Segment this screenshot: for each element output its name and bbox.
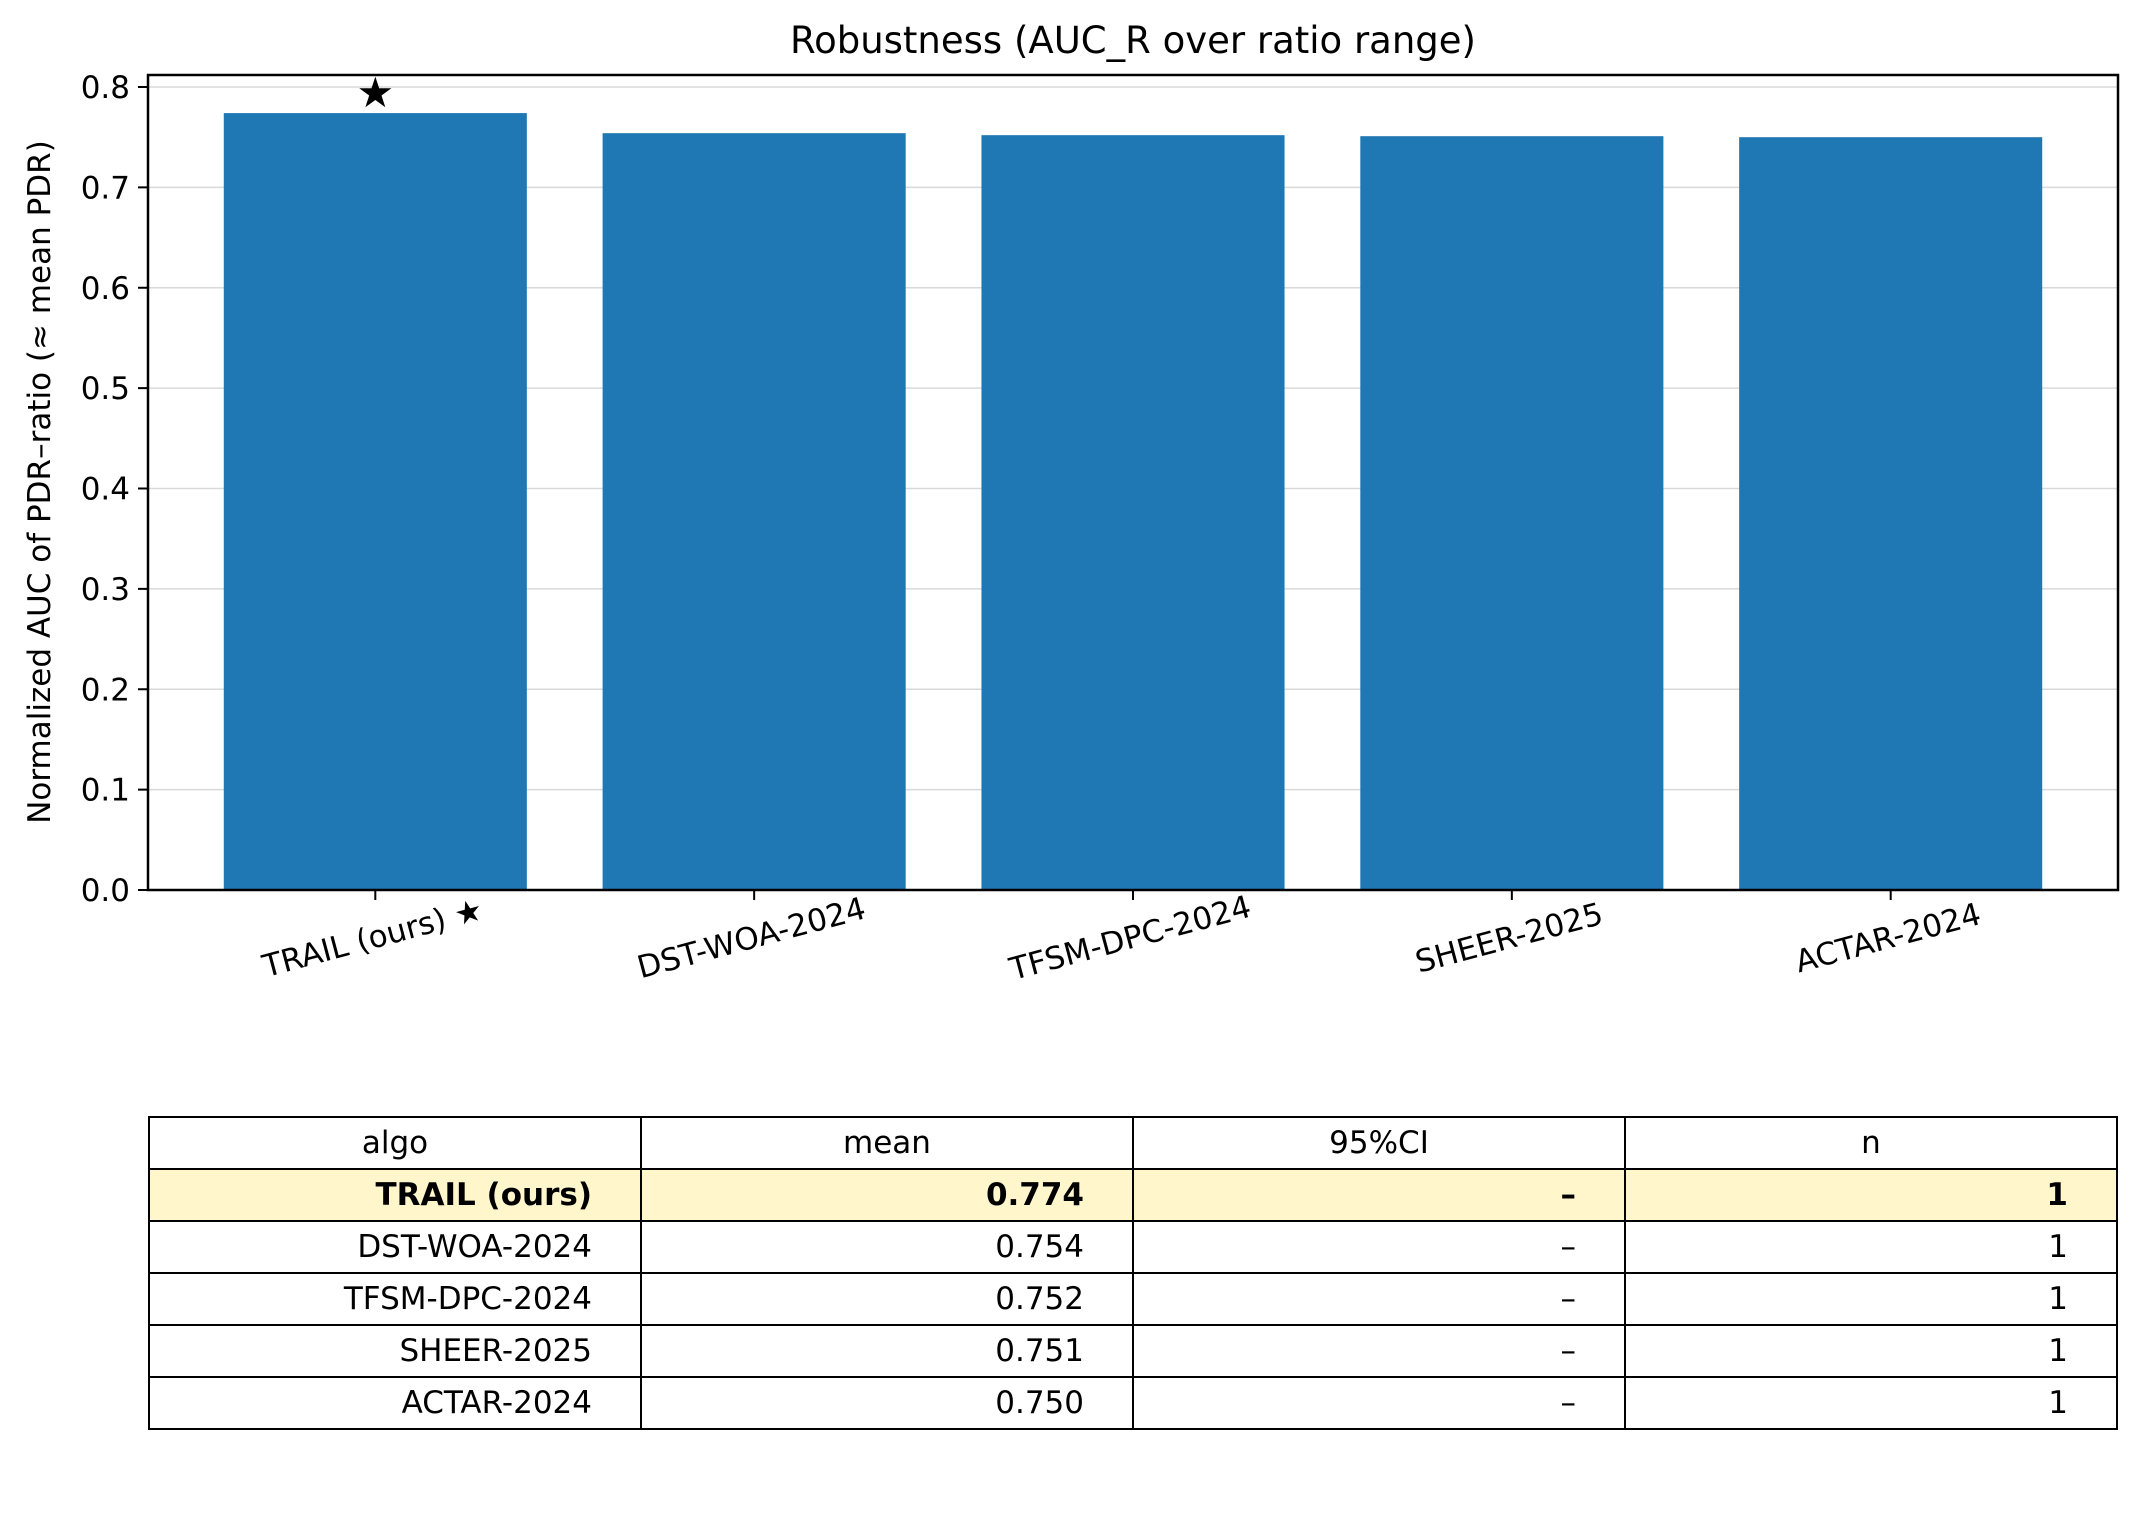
- table-cell: 0.750: [640, 1376, 1134, 1430]
- results-table: algo mean 95%CI n TRAIL (ours) 0.774 – 1…: [148, 1116, 2118, 1430]
- table-cell: 0.754: [640, 1220, 1134, 1274]
- table-cell: TFSM-DPC-2024: [148, 1272, 642, 1326]
- table-cell: –: [1132, 1168, 1626, 1222]
- y-axis-label: Normalized AUC of PDR–ratio (≈ mean PDR): [22, 140, 58, 824]
- table-row: DST-WOA-2024 0.754 – 1: [148, 1220, 2118, 1274]
- table-cell: 0.752: [640, 1272, 1134, 1326]
- y-tick-label: 0.7: [81, 170, 130, 206]
- x-tick-label: ACTAR-2024: [1791, 896, 1984, 980]
- table-cell: TRAIL (ours): [148, 1168, 642, 1222]
- best-markers: ★: [356, 68, 394, 117]
- y-tick-label: 0.8: [81, 70, 130, 106]
- y-tick-label: 0.3: [81, 572, 130, 608]
- table-cell: –: [1132, 1324, 1626, 1378]
- table-cell: 0.751: [640, 1324, 1134, 1378]
- table-cell: 0.774: [640, 1168, 1134, 1222]
- table-header-row: algo mean 95%CI n: [148, 1116, 2118, 1170]
- y-tick-label: 0.4: [81, 472, 130, 508]
- table-row: ACTAR-2024 0.750 – 1: [148, 1376, 2118, 1430]
- best-star-marker: ★: [356, 68, 394, 117]
- x-tick-label: TRAIL (ours) ★: [258, 892, 487, 986]
- column-header: n: [1624, 1116, 2118, 1170]
- table-row: SHEER-2025 0.751 – 1: [148, 1324, 2118, 1378]
- table-cell: 1: [1624, 1168, 2118, 1222]
- table-row: TRAIL (ours) 0.774 – 1: [148, 1168, 2118, 1222]
- bar-chart: Robustness (AUC_R over ratio range) ★ 0.…: [22, 19, 2120, 988]
- y-tick-label: 0.6: [81, 271, 130, 307]
- column-header: mean: [640, 1116, 1134, 1170]
- y-tick-label: 0.0: [81, 873, 130, 909]
- table-cell: 1: [1624, 1220, 2118, 1274]
- y-tick-label: 0.1: [81, 773, 130, 809]
- table-cell: DST-WOA-2024: [148, 1220, 642, 1274]
- table-cell: 1: [1624, 1324, 2118, 1378]
- column-header: 95%CI: [1132, 1116, 1626, 1170]
- table-cell: –: [1132, 1376, 1626, 1430]
- table-cell: –: [1132, 1220, 1626, 1274]
- x-tick-label: TFSM-DPC-2024: [1005, 889, 1255, 988]
- x-axis: TRAIL (ours) ★ DST-WOA-2024 TFSM-DPC-2024 S…: [258, 889, 1985, 988]
- bars: [223, 113, 2043, 891]
- x-tick-label: DST-WOA-2024: [634, 891, 870, 987]
- table-cell: 1: [1624, 1272, 2118, 1326]
- chart-title: Robustness (AUC_R over ratio range): [790, 19, 1476, 62]
- y-tick-label: 0.2: [81, 672, 130, 708]
- table-row: TFSM-DPC-2024 0.752 – 1: [148, 1272, 2118, 1326]
- bar: [1739, 137, 2043, 890]
- table-cell: SHEER-2025: [148, 1324, 642, 1378]
- bar: [223, 113, 527, 890]
- table-cell: ACTAR-2024: [148, 1376, 642, 1430]
- bar: [1360, 136, 1664, 891]
- table-cell: –: [1132, 1272, 1626, 1326]
- bar: [602, 133, 906, 891]
- x-tick-label: SHEER-2025: [1412, 896, 1607, 981]
- bar: [981, 135, 1285, 890]
- column-header: algo: [148, 1116, 642, 1170]
- y-axis: 0.0 0.1 0.2 0.3 0.4 0.5 0.6 0.7 0.8: [81, 70, 148, 909]
- y-tick-label: 0.5: [81, 371, 130, 407]
- table-cell: 1: [1624, 1376, 2118, 1430]
